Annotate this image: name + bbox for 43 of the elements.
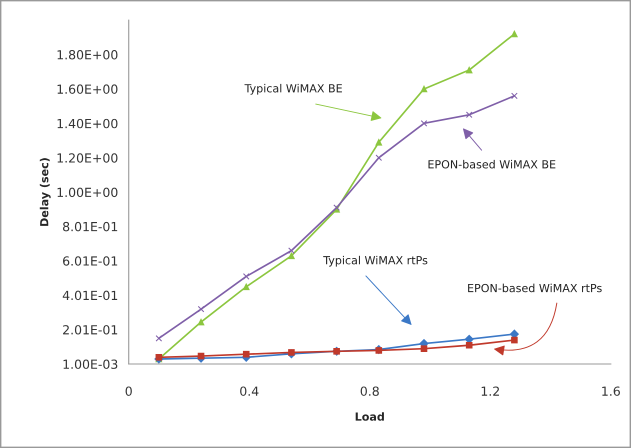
y-tick-label: 1.00E+00 [58, 188, 118, 198]
point [511, 92, 518, 100]
annotation: EPON-based WiMAX rtPs [468, 284, 602, 292]
point [156, 335, 162, 342]
point [376, 154, 382, 162]
y-tick-label: 1.20E+00 [58, 153, 118, 163]
point [242, 283, 250, 290]
point [420, 86, 428, 92]
y-tick-label: 1.80E+00 [58, 50, 118, 60]
x-tick-label: 0.8 [360, 386, 379, 396]
x-tick-label: 0.4 [240, 386, 258, 396]
point [288, 349, 295, 356]
annotation: EPON-based WiMAX BE [428, 160, 556, 168]
point [511, 30, 518, 38]
y-tick-label: 2.01E-01 [63, 325, 118, 335]
point [242, 350, 250, 358]
point [466, 111, 472, 118]
point [420, 345, 428, 352]
point [466, 342, 472, 349]
point [198, 352, 204, 360]
y-tick-label: 1.60E+00 [58, 84, 118, 94]
point [288, 247, 295, 254]
y-tick-label: 4.01E-01 [62, 290, 118, 300]
annotation: Typical WiMAX BE [244, 84, 342, 95]
point [376, 347, 382, 354]
x-tick-label: 0 [126, 386, 132, 396]
annotation: Typical WiMAX rtPs [323, 256, 428, 267]
y-axis-title: Delay (sec) [40, 158, 51, 226]
y-tick-label: 1.00E-03 [64, 359, 118, 369]
point [376, 138, 382, 146]
x-tick-label: 1.2 [482, 386, 499, 396]
point [420, 120, 428, 127]
point [198, 318, 204, 326]
y-tick-label: 6.01E-01 [63, 256, 118, 266]
point [242, 273, 250, 280]
point [511, 336, 518, 344]
x-tick-label: 1.6 [602, 386, 620, 396]
point [466, 66, 472, 74]
point [198, 306, 204, 312]
y-tick-label: 8.01E-01 [63, 222, 118, 232]
y-tick-label: 1.40E+00 [58, 118, 118, 128]
point [288, 252, 295, 260]
x-axis-title: Load [356, 412, 384, 421]
